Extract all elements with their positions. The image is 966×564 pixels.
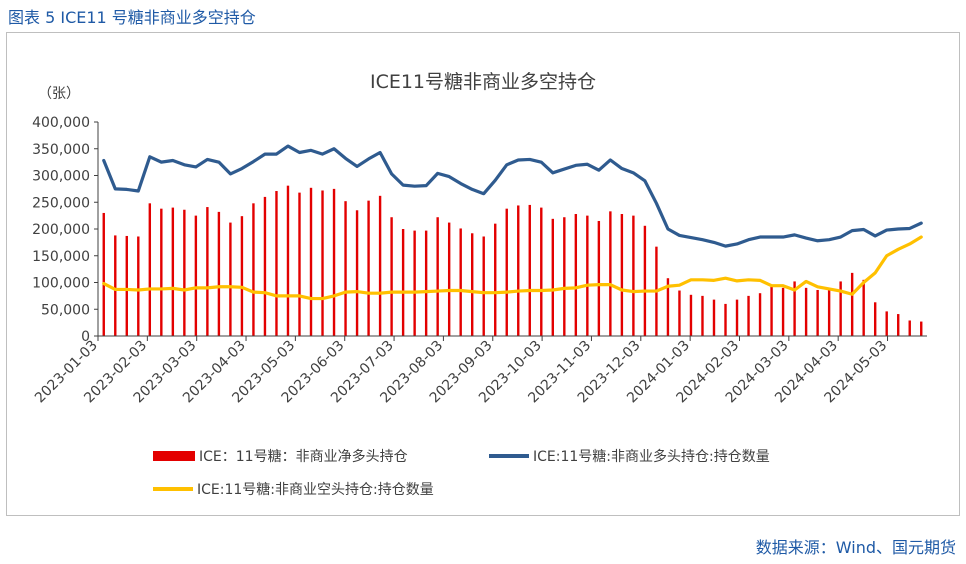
net-long-bar <box>194 215 198 336</box>
y-tick-label: 200,000 <box>32 222 90 238</box>
chart-svg: ICE11号糖非商业多空持仓 （张） 0 50,000 100,000 150,000… <box>32 71 927 498</box>
legend-label-short: ICE:11号糖:非商业空头持仓:持仓数量 <box>197 482 434 498</box>
y-unit-label: （张） <box>38 86 80 102</box>
net-long-bar <box>114 235 117 336</box>
chart-title: ICE11号糖非商业多空持仓 <box>370 71 596 93</box>
net-long-bars <box>102 185 923 336</box>
net-long-bar <box>620 214 624 336</box>
y-tick-label: 250,000 <box>32 195 90 211</box>
net-long-bar <box>102 212 105 336</box>
net-long-bar <box>240 216 244 336</box>
net-long-bar <box>827 288 831 336</box>
y-tick-label: 300,000 <box>32 169 90 185</box>
net-long-bar <box>735 299 739 336</box>
net-long-bar <box>459 228 462 336</box>
figure-caption: 图表 5 ICE11 号糖非商业多空持仓 <box>8 8 256 27</box>
legend-label-net-long: ICE：11号糖：非商业净多头持仓 <box>199 448 408 465</box>
net-long-bar <box>229 222 232 336</box>
net-long-bar <box>378 195 382 336</box>
y-tick-label: 50,000 <box>41 302 90 318</box>
y-tick-label: 400,000 <box>32 115 90 131</box>
net-long-bar <box>471 233 474 336</box>
net-long-bar <box>850 272 854 336</box>
y-tick-label: 100,000 <box>32 276 90 292</box>
chart-frame: ICE11号糖非商业多空持仓 （张） 0 50,000 100,000 150,000… <box>6 32 960 516</box>
y-axis: 0 50,000 100,000 150,000 200,000 250,000 300,0… <box>32 115 99 345</box>
y-tick-label: 0 <box>81 329 90 345</box>
net-long-bar <box>724 303 727 336</box>
net-long-bar <box>309 187 313 336</box>
net-long-bar <box>252 203 255 336</box>
net-long-bar <box>839 281 842 336</box>
net-long-bar <box>793 281 796 336</box>
net-long-bar <box>401 229 405 336</box>
net-long-bar <box>298 192 301 336</box>
net-long-bar <box>873 302 877 336</box>
net-long-bar <box>217 211 221 336</box>
net-long-bar <box>494 223 497 336</box>
net-long-bar <box>563 217 566 336</box>
net-long-bar <box>885 311 888 336</box>
net-long-bar <box>206 207 209 336</box>
net-long-bar <box>321 190 324 336</box>
net-long-bar <box>597 220 601 336</box>
net-long-bar <box>148 203 152 336</box>
net-long-bar <box>551 218 554 336</box>
legend: ICE：11号糖：非商业净多头持仓 ICE:11号糖:非商业多头持仓:持仓数量 … <box>153 448 770 498</box>
net-long-bar <box>747 295 750 336</box>
net-long-bar <box>344 201 347 336</box>
net-long-bar <box>908 320 911 336</box>
net-long-bar <box>390 217 393 336</box>
net-long-bar <box>666 278 670 336</box>
net-long-bar <box>125 235 128 336</box>
net-long-bar <box>275 191 278 336</box>
net-long-bar <box>712 299 716 336</box>
data-source: 数据来源：Wind、国元期货 <box>755 538 956 557</box>
series-lines <box>102 144 923 301</box>
net-long-bar <box>482 236 485 336</box>
legend-swatch-net-long <box>153 451 195 461</box>
net-long-bar <box>689 294 693 336</box>
long-position-line <box>102 144 923 248</box>
net-long-bar <box>413 230 416 336</box>
net-long-bar <box>367 200 370 336</box>
net-long-bar <box>770 286 773 336</box>
net-long-bar <box>160 208 163 336</box>
net-long-bar <box>701 295 704 336</box>
net-long-bar <box>804 287 808 336</box>
y-tick-label: 350,000 <box>32 142 90 158</box>
net-long-bar <box>436 217 439 336</box>
net-long-bar <box>643 225 647 336</box>
net-long-bar <box>528 204 531 336</box>
net-long-bar <box>286 185 290 336</box>
net-long-bar <box>355 210 359 336</box>
net-long-bar <box>897 314 900 336</box>
net-long-bar <box>609 211 612 336</box>
net-long-bar <box>678 290 681 336</box>
net-long-bar <box>505 208 508 336</box>
net-long-bar <box>586 215 589 336</box>
net-long-bar <box>447 222 451 336</box>
net-long-bar <box>632 215 635 336</box>
y-tick-label: 150,000 <box>32 249 90 265</box>
net-long-bar <box>920 321 923 336</box>
net-long-bar <box>332 188 336 336</box>
net-long-bar <box>263 196 267 336</box>
net-long-bar <box>424 230 428 336</box>
net-long-bar <box>137 236 140 336</box>
net-long-bar <box>816 289 819 336</box>
net-long-bar <box>540 207 543 336</box>
net-long-bar <box>171 207 175 336</box>
net-long-bar <box>517 205 520 336</box>
net-long-bar <box>183 209 186 336</box>
net-long-bar <box>758 293 762 336</box>
short-position-line <box>102 235 923 301</box>
net-long-bar <box>781 287 785 336</box>
x-axis: 2023-01-032023-02-032023-03-032023-04-03… <box>32 335 927 406</box>
net-long-bar <box>574 214 578 336</box>
net-long-bar <box>862 279 865 336</box>
legend-label-long: ICE:11号糖:非商业多头持仓:持仓数量 <box>533 448 770 465</box>
